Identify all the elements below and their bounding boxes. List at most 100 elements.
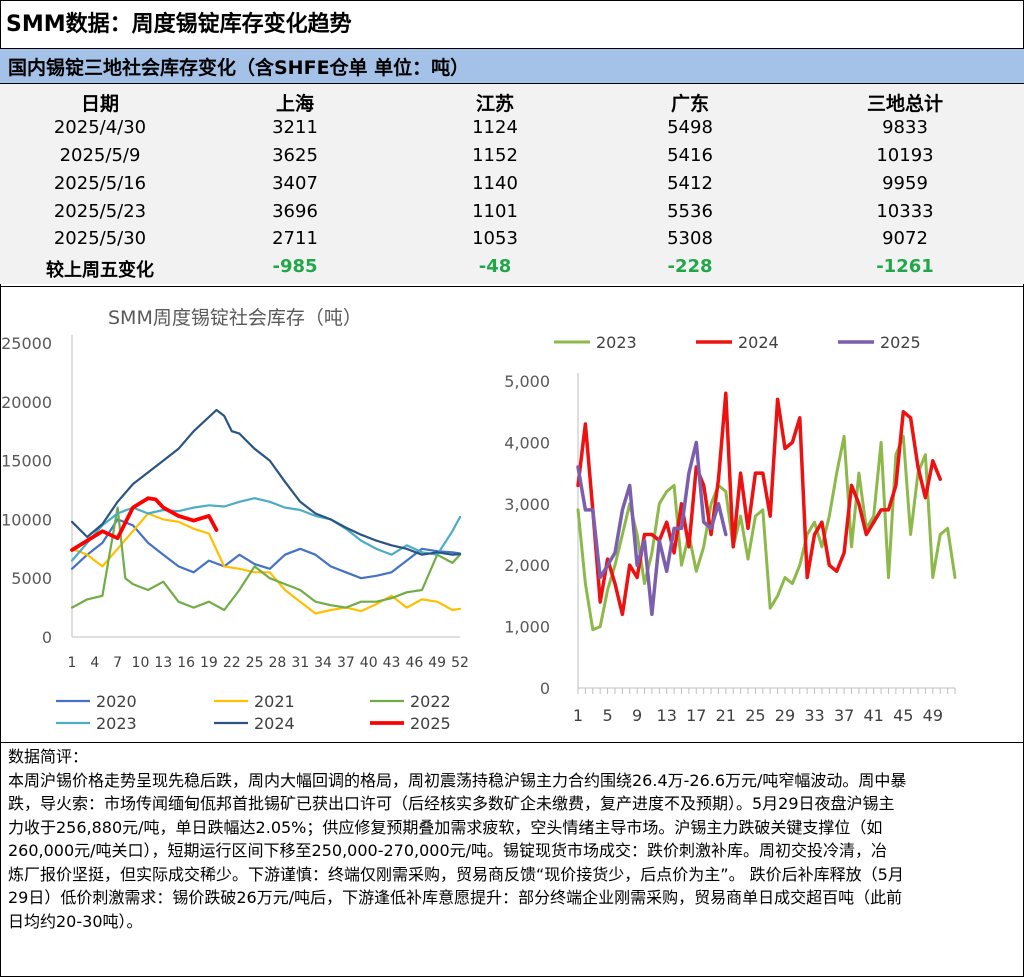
x-tick-label: 13 (154, 655, 172, 671)
x-tick-label: 34 (314, 655, 332, 671)
table-header-bar: 国内锡锭三地社会库存变化（含SHFE仓单 单位：吨） (0, 48, 1024, 84)
x-tick-label: 46 (405, 655, 423, 671)
table-cell: 1124 (472, 117, 518, 138)
x-tick-label: 37 (337, 655, 355, 671)
x-tick-label: 29 (775, 706, 795, 725)
commentary-line: 260,000元/吨关口），短期运行区间下移至250,000-270,000元/… (8, 841, 888, 860)
x-tick-label: 41 (864, 706, 884, 725)
y-tick-label: 20000 (1, 393, 52, 412)
series-line-2022 (70, 506, 462, 612)
y-tick-label: 0 (42, 628, 52, 647)
x-tick-label: 17 (686, 706, 706, 725)
commentary-line: 日均约20-30吨）。 (8, 911, 143, 931)
commentary-line: 力收于256,880元/吨，单日跌幅达2.05%；供应修复预期叠加需求疲软，空头… (8, 817, 883, 837)
legend-label: 2025 (880, 333, 921, 352)
commentary-line: 本周沪锡价格走势呈现先稳后跌，周内大幅回调的格局，周初震荡持稳沪锡主力合约围绕2… (8, 770, 907, 790)
y-tick-label: 4,000 (504, 433, 550, 452)
y-tick-label: 25000 (1, 334, 52, 353)
table-cell: 2025/5/9 (59, 145, 141, 166)
y-tick-label: 5000 (11, 569, 52, 588)
inventory-chart-weekly: SMM周度锡锭社会库存（吨） 0 5000 10000 15000 20000 25000 1… (1, 307, 469, 733)
legend-label: 2020 (96, 692, 137, 711)
table-cell: 1053 (472, 228, 518, 249)
commentary-line: 29日）低价刺激需求：锡价跌破26万元/吨后，下游逢低补库意愿提升：部分终端企业… (8, 888, 903, 907)
y-tick-label: 0 (540, 679, 550, 698)
series-line-2023 (70, 497, 462, 562)
table-cell: 5498 (667, 117, 713, 138)
table-cell: 1101 (472, 201, 518, 222)
x-tick-label: 7 (113, 655, 122, 671)
x-tick-label: 1 (68, 655, 77, 671)
divider (0, 742, 1024, 743)
table-cell: 2025/5/16 (53, 173, 147, 194)
change-label: 较上周五变化 (46, 260, 154, 281)
table-cell: 3696 (272, 201, 318, 222)
table-cell: 10193 (876, 145, 934, 166)
commentary-line: 跌，导火索：市场传闻缅甸佤邦首批锡矿已获出口许可（后经核实多数矿企未缴费，复产进… (8, 794, 895, 813)
table-cell: 1152 (472, 145, 518, 166)
commentary-line: 炼厂报价坚挺，但实际成交稀少。下游谨慎：终端仅刚需采购，贸易商反馈“现价接货少，… (8, 864, 904, 884)
table-cell: 5412 (667, 173, 713, 194)
x-tick-label: 49 (923, 706, 943, 725)
y-tick-label: 5,000 (504, 372, 550, 391)
commentary-heading: 数据简评： (8, 747, 89, 766)
x-tick-label: 9 (632, 706, 642, 725)
x-tick-label: 25 (745, 706, 765, 725)
series-line-2020 (70, 518, 462, 580)
x-tick-label: 33 (804, 706, 824, 725)
y-tick-label: 3,000 (504, 495, 550, 514)
x-tick-label: 28 (268, 655, 286, 671)
table-cell: 9833 (882, 117, 928, 138)
series-line-2025 (70, 496, 219, 552)
inventory-table: 日期 上海 江苏 广东 三地总计 2025/4/30 3211 1124 549… (0, 84, 1024, 284)
change-total: -1261 (876, 256, 934, 277)
x-tick-label: 43 (383, 655, 401, 671)
x-tick-label: 13 (657, 706, 677, 725)
change-jiangsu: -48 (478, 256, 512, 277)
x-tick-label: 25 (246, 655, 264, 671)
x-tick-label: 45 (893, 706, 913, 725)
x-tick-label: 31 (291, 655, 309, 671)
table-cell: 1140 (472, 173, 518, 194)
y-tick-label: 15000 (1, 452, 52, 471)
table-header-shanghai: 上海 (275, 93, 314, 115)
series-line-2021 (70, 512, 462, 615)
divider (0, 286, 1024, 287)
chart-title: SMM周度锡锭社会库存（吨） (108, 307, 362, 329)
table-title: 国内锡锭三地社会库存变化（含SHFE仓单 单位：吨） (8, 57, 470, 79)
table-cell: 3211 (272, 117, 318, 138)
page-title: SMM数据：周度锡锭库存变化趋势 (6, 12, 352, 37)
legend-label: 2023 (96, 714, 137, 733)
table-cell: 3407 (272, 173, 318, 194)
x-tick-label: 10 (132, 655, 150, 671)
table-header-guangdong: 广东 (670, 93, 709, 115)
y-tick-label: 1,000 (504, 618, 550, 637)
x-tick-label: 16 (177, 655, 195, 671)
table-cell: 9959 (882, 173, 928, 194)
legend-label: 2023 (596, 333, 637, 352)
table-cell: 2711 (272, 228, 318, 249)
x-tick-label: 19 (200, 655, 218, 671)
table-header-date: 日期 (80, 93, 119, 115)
legend-label: 2024 (738, 333, 779, 352)
table-cell: 5416 (667, 145, 713, 166)
table-cell: 9072 (882, 228, 928, 249)
table-cell: 10333 (876, 201, 934, 222)
table-header-jiangsu: 江苏 (475, 93, 514, 115)
inventory-chart-change: 0 1,000 2,000 3,000 4,000 5,000 1 5 9 13 17 21 25 29 3… (504, 333, 957, 725)
x-tick-label: 1 (573, 706, 583, 725)
x-tick-label: 5 (602, 706, 612, 725)
change-guangdong: -228 (667, 256, 713, 277)
table-header-total: 三地总计 (866, 93, 943, 115)
series-line-2025 (576, 440, 728, 617)
series-line-2024 (70, 408, 462, 556)
legend-label: 2021 (254, 692, 295, 711)
commentary: 数据简评： 本周沪锡价格走势呈现先稳后跌，周内大幅回调的格局，周初震荡持稳沪锡主… (8, 745, 1018, 933)
table-cell: 3625 (272, 145, 318, 166)
x-tick-label: 49 (428, 655, 446, 671)
x-tick-label: 52 (451, 655, 469, 671)
x-tick-label: 40 (360, 655, 378, 671)
y-tick-label: 10000 (1, 510, 52, 529)
series-line-2024 (576, 391, 942, 617)
y-tick-label: 2,000 (504, 556, 550, 575)
